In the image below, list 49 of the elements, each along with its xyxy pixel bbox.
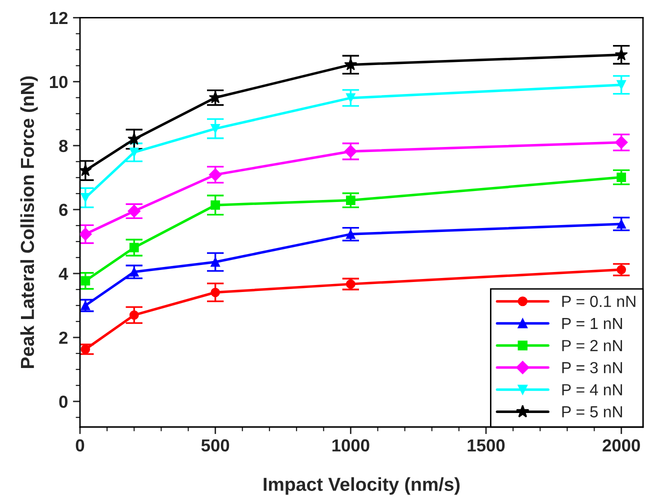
point bbox=[346, 229, 356, 239]
y-tick-label: 4 bbox=[58, 268, 68, 280]
point bbox=[210, 124, 220, 134]
point bbox=[129, 310, 139, 320]
x-tick-label: 1500 bbox=[468, 439, 505, 452]
legend-label: P = 5 nN bbox=[562, 406, 622, 418]
legend-label: P = 3 nN bbox=[562, 362, 622, 374]
point bbox=[210, 288, 220, 298]
legend-label: P = 1 nN bbox=[562, 318, 622, 329]
y-tick-label: 2 bbox=[59, 332, 68, 344]
x-tick-label: 1000 bbox=[332, 439, 370, 452]
point bbox=[80, 276, 90, 286]
point bbox=[80, 193, 90, 202]
y-tick-label: 0 bbox=[59, 396, 68, 408]
legend-label: P = 0.1 nN bbox=[562, 296, 636, 308]
x-axis-title: Impact Velocity (nm/s) bbox=[264, 477, 460, 495]
point bbox=[346, 279, 356, 289]
point bbox=[129, 267, 139, 277]
point bbox=[208, 168, 222, 182]
point bbox=[210, 200, 220, 210]
y-tick-label: 12 bbox=[50, 12, 68, 24]
legend-label: P = 4 nN bbox=[562, 384, 622, 396]
point bbox=[129, 242, 139, 252]
point bbox=[80, 164, 92, 176]
point bbox=[210, 257, 220, 267]
x-tick-label: 500 bbox=[201, 439, 230, 452]
y-tick-label: 10 bbox=[50, 76, 68, 88]
legend-label: P = 2 nN bbox=[562, 340, 622, 352]
point bbox=[128, 204, 141, 218]
x-tick-label: 2000 bbox=[602, 439, 640, 452]
point bbox=[344, 58, 358, 70]
point bbox=[614, 48, 628, 60]
y-axis-title: Peak Lateral Collision Force (nN) bbox=[20, 76, 38, 368]
point bbox=[346, 196, 356, 205]
point bbox=[346, 93, 356, 103]
point bbox=[616, 80, 626, 90]
point bbox=[80, 344, 90, 354]
point bbox=[128, 132, 141, 145]
y-tick-label: 6 bbox=[59, 204, 68, 216]
y-tick-label: 8 bbox=[59, 140, 68, 152]
point bbox=[208, 90, 222, 104]
point bbox=[80, 228, 92, 241]
x-tick-label: 0 bbox=[76, 439, 84, 452]
point bbox=[80, 300, 90, 310]
point bbox=[129, 148, 139, 158]
point bbox=[614, 136, 628, 149]
point bbox=[616, 264, 626, 274]
point bbox=[616, 172, 626, 182]
point bbox=[616, 219, 626, 229]
